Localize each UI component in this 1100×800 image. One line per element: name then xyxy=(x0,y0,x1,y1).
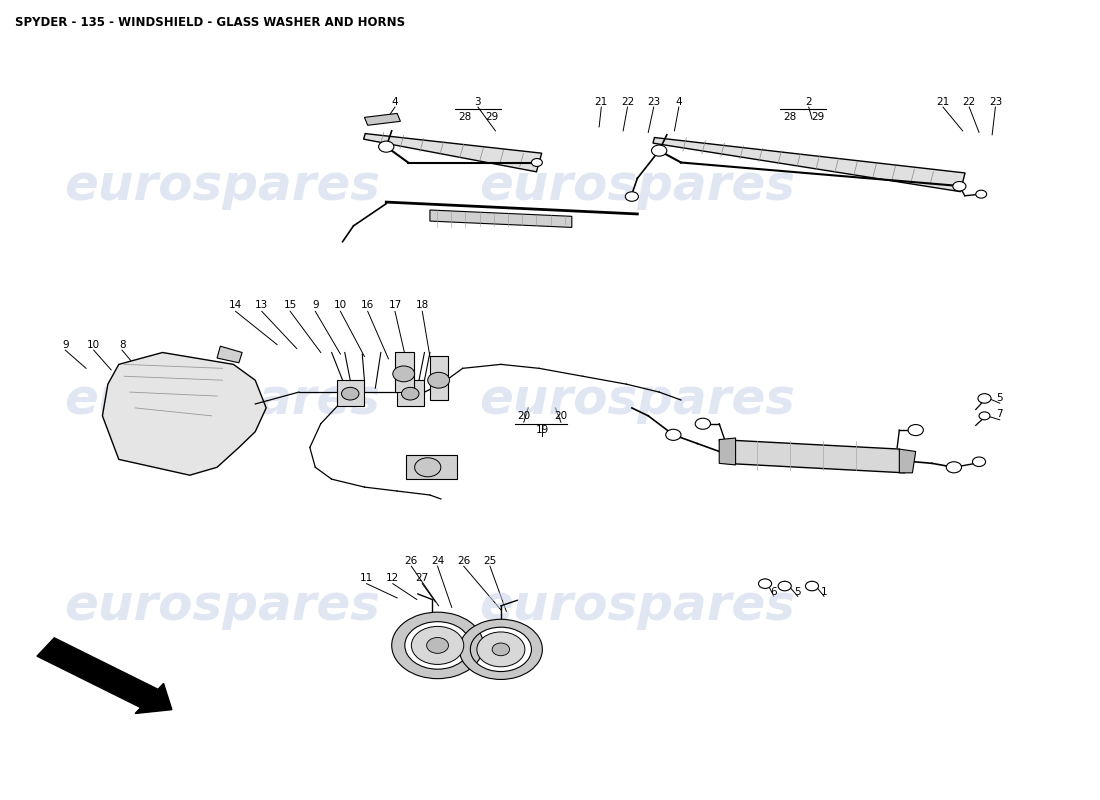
Circle shape xyxy=(492,643,509,656)
Text: eurospares: eurospares xyxy=(480,582,795,630)
Text: 26: 26 xyxy=(405,556,418,566)
Text: eurospares: eurospares xyxy=(65,162,381,210)
Circle shape xyxy=(378,141,394,152)
Circle shape xyxy=(946,462,961,473)
Circle shape xyxy=(477,632,525,666)
Text: 10: 10 xyxy=(333,300,346,310)
Polygon shape xyxy=(900,449,915,473)
Polygon shape xyxy=(337,380,364,406)
Circle shape xyxy=(979,412,990,420)
Text: 19: 19 xyxy=(536,425,549,435)
Text: 1: 1 xyxy=(821,586,827,597)
Text: 3: 3 xyxy=(474,97,482,106)
Circle shape xyxy=(695,418,711,430)
Text: 28: 28 xyxy=(459,112,472,122)
Text: 23: 23 xyxy=(647,97,660,106)
Text: 29: 29 xyxy=(811,112,824,122)
Polygon shape xyxy=(364,114,400,126)
Text: 10: 10 xyxy=(87,339,100,350)
Circle shape xyxy=(402,387,419,400)
Text: 23: 23 xyxy=(989,97,1002,106)
Circle shape xyxy=(427,638,449,654)
Text: 14: 14 xyxy=(229,300,242,310)
Circle shape xyxy=(341,387,359,400)
Text: 21: 21 xyxy=(936,97,949,106)
Circle shape xyxy=(415,458,441,477)
Circle shape xyxy=(953,182,966,191)
Text: 29: 29 xyxy=(485,112,498,122)
Text: 28: 28 xyxy=(783,112,796,122)
Polygon shape xyxy=(217,346,242,362)
Text: SPYDER - 135 - WINDSHIELD - GLASS WASHER AND HORNS: SPYDER - 135 - WINDSHIELD - GLASS WASHER… xyxy=(15,16,405,29)
Polygon shape xyxy=(653,138,965,192)
Circle shape xyxy=(978,394,991,403)
Text: 24: 24 xyxy=(431,556,444,566)
Text: 16: 16 xyxy=(361,300,374,310)
Circle shape xyxy=(393,366,415,382)
Polygon shape xyxy=(406,455,458,479)
Text: 9: 9 xyxy=(62,339,68,350)
Polygon shape xyxy=(102,353,266,475)
FancyArrow shape xyxy=(37,638,172,714)
Text: 22: 22 xyxy=(620,97,634,106)
Circle shape xyxy=(805,582,818,590)
Text: 26: 26 xyxy=(458,556,471,566)
Text: 9: 9 xyxy=(312,300,319,310)
Circle shape xyxy=(651,145,667,156)
Circle shape xyxy=(666,430,681,440)
Text: 18: 18 xyxy=(416,300,429,310)
Circle shape xyxy=(778,582,791,590)
Polygon shape xyxy=(364,134,541,172)
Text: 13: 13 xyxy=(255,300,268,310)
Text: 12: 12 xyxy=(386,573,399,583)
Text: 4: 4 xyxy=(675,97,682,106)
Polygon shape xyxy=(395,353,414,392)
Text: eurospares: eurospares xyxy=(65,582,381,630)
Polygon shape xyxy=(430,210,572,227)
Text: 6: 6 xyxy=(770,586,777,597)
Text: 5: 5 xyxy=(997,393,1003,402)
Polygon shape xyxy=(719,438,736,465)
Text: 5: 5 xyxy=(794,586,801,597)
Polygon shape xyxy=(719,439,905,473)
Circle shape xyxy=(976,190,987,198)
Circle shape xyxy=(531,158,542,166)
Text: 20: 20 xyxy=(517,411,530,421)
Circle shape xyxy=(411,626,464,665)
Circle shape xyxy=(625,192,638,202)
Circle shape xyxy=(909,425,923,436)
Text: 7: 7 xyxy=(997,410,1003,419)
Text: 21: 21 xyxy=(595,97,608,106)
Text: 15: 15 xyxy=(284,300,297,310)
Text: 2: 2 xyxy=(805,97,812,106)
Circle shape xyxy=(428,372,450,388)
Text: 17: 17 xyxy=(388,300,401,310)
Text: 27: 27 xyxy=(416,573,429,583)
Text: 22: 22 xyxy=(962,97,976,106)
Circle shape xyxy=(972,457,986,466)
Text: 11: 11 xyxy=(360,573,373,583)
Circle shape xyxy=(759,579,771,589)
Text: 4: 4 xyxy=(392,97,398,106)
Text: eurospares: eurospares xyxy=(480,162,795,210)
Text: 8: 8 xyxy=(119,339,125,350)
Polygon shape xyxy=(397,380,425,406)
Text: 20: 20 xyxy=(554,411,568,421)
Text: eurospares: eurospares xyxy=(65,376,381,424)
Polygon shape xyxy=(430,357,449,400)
Text: 25: 25 xyxy=(483,556,496,566)
Text: eurospares: eurospares xyxy=(480,376,795,424)
